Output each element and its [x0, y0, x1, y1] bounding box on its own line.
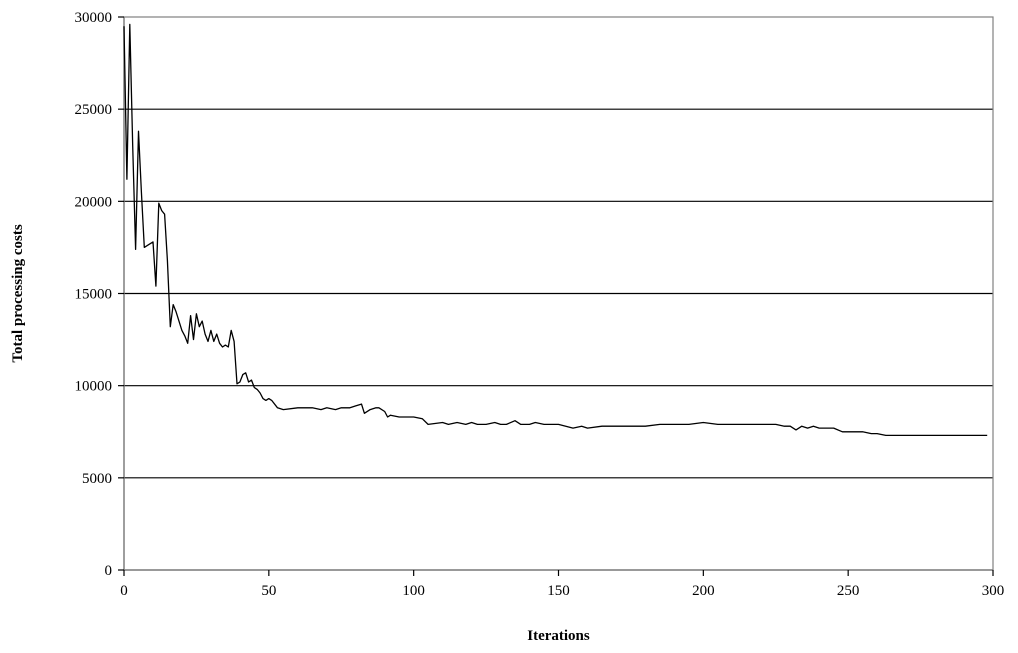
x-tick-label: 100	[402, 583, 425, 599]
x-tick-label: 300	[982, 583, 1005, 599]
x-tick-label: 50	[261, 583, 276, 599]
x-tick-label: 0	[120, 583, 128, 599]
x-tick-label: 250	[837, 583, 860, 599]
x-tick-label: 150	[547, 583, 570, 599]
x-axis-ticks: 0 50 100 150 200 250 300	[120, 570, 1004, 599]
y-tick-label: 30000	[75, 10, 113, 26]
y-tick-label: 0	[105, 563, 113, 579]
y-axis-title: Total processing costs	[10, 224, 26, 363]
y-tick-label: 10000	[75, 379, 113, 395]
y-tick-label: 20000	[75, 194, 113, 210]
y-tick-label: 25000	[75, 102, 113, 118]
y-tick-label: 5000	[82, 471, 112, 487]
x-axis-title: Iterations	[527, 628, 590, 644]
y-axis-ticks: 0 5000 10000 15000 20000 25000 30000	[75, 10, 124, 579]
series-line	[123, 23, 988, 437]
x-tick-label: 200	[692, 583, 715, 599]
y-tick-label: 15000	[75, 287, 113, 303]
